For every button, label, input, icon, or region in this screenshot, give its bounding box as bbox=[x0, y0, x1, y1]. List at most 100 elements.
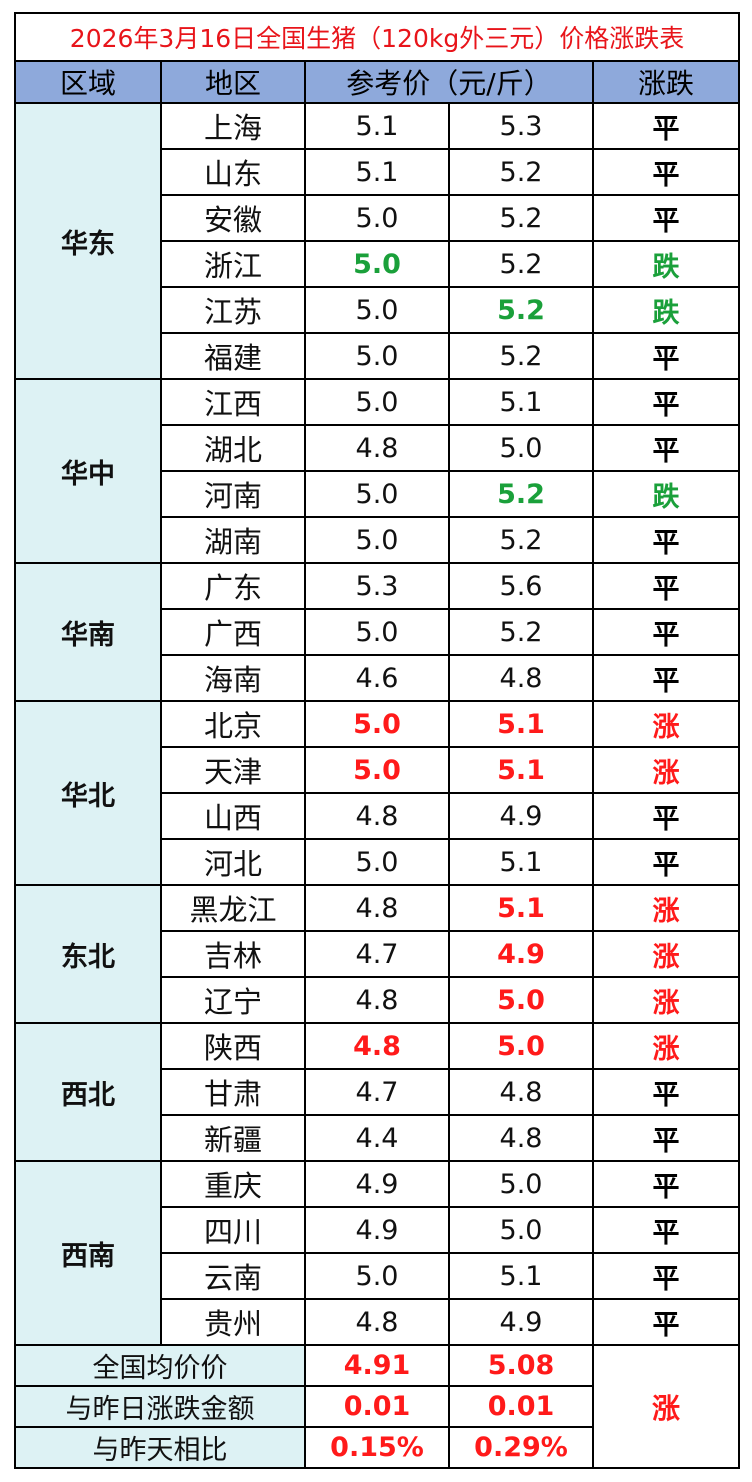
header-province: 地区 bbox=[160, 60, 306, 104]
table-row: 新疆 4.4 4.8 平 bbox=[15, 1114, 740, 1162]
price-high-cell: 5.3 bbox=[448, 102, 594, 150]
price-high-cell: 5.2 bbox=[448, 332, 594, 380]
price-low-cell: 4.9 bbox=[304, 1206, 450, 1254]
national-average-low: 4.91 bbox=[304, 1344, 450, 1387]
change-cell: 平 bbox=[592, 838, 740, 886]
province-cell: 湖南 bbox=[160, 516, 306, 564]
price-low-cell: 4.8 bbox=[304, 976, 450, 1024]
price-high-cell: 5.0 bbox=[448, 1160, 594, 1208]
price-low-cell: 5.0 bbox=[304, 838, 450, 886]
price-high-cell: 5.2 bbox=[448, 608, 594, 656]
province-cell: 广东 bbox=[160, 562, 306, 610]
change-cell: 涨 bbox=[592, 976, 740, 1024]
change-cell: 平 bbox=[592, 1206, 740, 1254]
price-low-cell: 4.9 bbox=[304, 1160, 450, 1208]
price-low-cell: 5.3 bbox=[304, 562, 450, 610]
province-cell: 北京 bbox=[160, 700, 306, 748]
price-high-cell: 5.0 bbox=[448, 424, 594, 472]
change-cell: 跌 bbox=[592, 470, 740, 518]
change-cell: 平 bbox=[592, 332, 740, 380]
price-low-cell: 4.8 bbox=[304, 884, 450, 932]
table-row: 河北 5.0 5.1 平 bbox=[15, 838, 740, 886]
change-cell: 平 bbox=[592, 148, 740, 196]
province-cell: 新疆 bbox=[160, 1114, 306, 1162]
province-cell: 云南 bbox=[160, 1252, 306, 1300]
price-low-cell: 5.0 bbox=[304, 746, 450, 794]
price-high-cell: 5.2 bbox=[448, 240, 594, 288]
price-low-cell: 4.7 bbox=[304, 1068, 450, 1116]
price-high-cell: 4.9 bbox=[448, 930, 594, 978]
header-price: 参考价（元/斤） bbox=[304, 60, 594, 104]
change-cell: 平 bbox=[592, 608, 740, 656]
province-cell: 江苏 bbox=[160, 286, 306, 334]
province-cell: 安徽 bbox=[160, 194, 306, 242]
table-title: 2026年3月16日全国生猪（120kg外三元）价格涨跌表 bbox=[14, 12, 740, 62]
province-cell: 福建 bbox=[160, 332, 306, 380]
change-cell: 平 bbox=[592, 194, 740, 242]
province-cell: 天津 bbox=[160, 746, 306, 794]
price-high-cell: 5.0 bbox=[448, 1022, 594, 1070]
table-row: 广西 5.0 5.2 平 bbox=[15, 608, 740, 656]
price-low-cell: 5.0 bbox=[304, 516, 450, 564]
table-row: 贵州 4.8 4.9 平 bbox=[15, 1298, 740, 1346]
price-low-cell: 5.1 bbox=[304, 102, 450, 150]
daily-percent-low: 0.15% bbox=[304, 1426, 450, 1469]
price-high-cell: 4.8 bbox=[448, 1114, 594, 1162]
table-row: 湖北 4.8 5.0 平 bbox=[15, 424, 740, 472]
price-high-cell: 4.8 bbox=[448, 654, 594, 702]
province-cell: 河北 bbox=[160, 838, 306, 886]
region-cell: 东北 bbox=[14, 884, 162, 1024]
price-high-cell: 5.1 bbox=[448, 884, 594, 932]
price-low-cell: 4.8 bbox=[304, 792, 450, 840]
region-cell: 西南 bbox=[14, 1160, 162, 1346]
national-change-cell: 涨 bbox=[592, 1344, 740, 1469]
province-cell: 山东 bbox=[160, 148, 306, 196]
price-low-cell: 4.4 bbox=[304, 1114, 450, 1162]
change-cell: 平 bbox=[592, 424, 740, 472]
price-low-cell: 4.8 bbox=[304, 1022, 450, 1070]
province-cell: 湖北 bbox=[160, 424, 306, 472]
table-row: 天津 5.0 5.1 涨 bbox=[15, 746, 740, 794]
province-cell: 贵州 bbox=[160, 1298, 306, 1346]
region-cell: 西北 bbox=[14, 1022, 162, 1162]
national-average-label: 全国均价价 bbox=[14, 1344, 306, 1387]
price-low-cell: 5.0 bbox=[304, 332, 450, 380]
price-high-cell: 5.2 bbox=[448, 194, 594, 242]
table-row: 江苏 5.0 5.2 跌 bbox=[15, 286, 740, 334]
table-row: 四川 4.9 5.0 平 bbox=[15, 1206, 740, 1254]
table-row: 浙江 5.0 5.2 跌 bbox=[15, 240, 740, 288]
header-change: 涨跌 bbox=[592, 60, 740, 104]
change-cell: 平 bbox=[592, 378, 740, 426]
table-row: 云南 5.0 5.1 平 bbox=[15, 1252, 740, 1300]
daily-diff-low: 0.01 bbox=[304, 1385, 450, 1428]
province-cell: 辽宁 bbox=[160, 976, 306, 1024]
price-low-cell: 5.1 bbox=[304, 148, 450, 196]
province-cell: 浙江 bbox=[160, 240, 306, 288]
province-cell: 四川 bbox=[160, 1206, 306, 1254]
change-cell: 涨 bbox=[592, 930, 740, 978]
region-cell: 华中 bbox=[14, 378, 162, 564]
table-row: 辽宁 4.8 5.0 涨 bbox=[15, 976, 740, 1024]
region-cell: 华北 bbox=[14, 700, 162, 886]
price-high-cell: 5.1 bbox=[448, 746, 594, 794]
summary-row-diff: 与昨日涨跌金额 0.01 0.01 bbox=[14, 1385, 739, 1428]
province-cell: 黑龙江 bbox=[160, 884, 306, 932]
summary-row-average: 全国均价价 4.91 5.08 涨 bbox=[14, 1344, 740, 1469]
table-row: 华北 北京 5.0 5.1 涨 bbox=[14, 700, 740, 886]
price-table: 2026年3月16日全国生猪（120kg外三元）价格涨跌表 区域 地区 参考价（… bbox=[14, 12, 740, 1469]
change-cell: 平 bbox=[592, 792, 740, 840]
change-cell: 涨 bbox=[592, 700, 740, 748]
table-row: 华东 上海 5.1 5.3 平 bbox=[14, 102, 740, 380]
table-row: 甘肃 4.7 4.8 平 bbox=[15, 1068, 740, 1116]
change-cell: 平 bbox=[592, 562, 740, 610]
change-cell: 平 bbox=[592, 1068, 740, 1116]
price-high-cell: 5.2 bbox=[448, 516, 594, 564]
change-cell: 平 bbox=[592, 1252, 740, 1300]
national-average-high: 5.08 bbox=[448, 1344, 594, 1387]
price-high-cell: 5.2 bbox=[448, 470, 594, 518]
price-high-cell: 5.0 bbox=[448, 976, 594, 1024]
price-low-cell: 5.0 bbox=[304, 1252, 450, 1300]
table-row: 河南 5.0 5.2 跌 bbox=[15, 470, 740, 518]
price-low-cell: 5.0 bbox=[304, 700, 450, 748]
table-row: 吉林 4.7 4.9 涨 bbox=[15, 930, 740, 978]
